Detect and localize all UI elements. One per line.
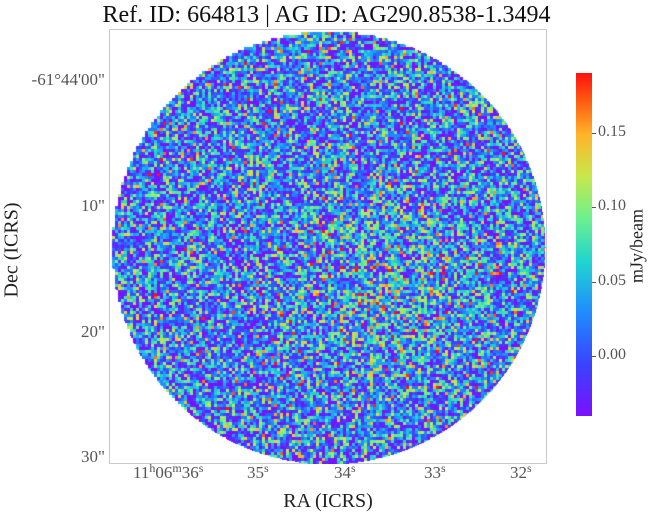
x-tick-label: 32s xyxy=(510,461,532,482)
colorbar-tick-mark xyxy=(592,281,596,283)
colorbar-tick-mark xyxy=(592,356,596,358)
intensity-map xyxy=(109,29,547,464)
colorbar-tick-label: 0.10 xyxy=(598,197,626,215)
colorbar xyxy=(576,73,592,416)
x-tick-label: 35s xyxy=(247,461,269,482)
y-tick-label: 30" xyxy=(81,447,105,466)
x-tick-label: 11h06m36s xyxy=(133,461,204,482)
colorbar-tick-mark xyxy=(592,132,596,134)
x-tick-label: 34s xyxy=(334,461,356,482)
y-tick-label: 20" xyxy=(81,322,105,341)
y-tick-label: -61°44'00" xyxy=(31,70,105,89)
colorbar-tick-mark xyxy=(592,207,596,209)
colorbar-label: mJy/beam xyxy=(626,209,647,283)
colorbar-tick-label: 0.00 xyxy=(598,346,626,364)
y-axis-label: Dec (ICRS) xyxy=(0,202,23,298)
x-tick-label: 33s xyxy=(424,461,446,482)
plot-title: Ref. ID: 664813 | AG ID: AG290.8538-1.34… xyxy=(102,2,551,28)
colorbar-tick-label: 0.05 xyxy=(598,271,626,289)
colorbar-tick-label: 0.15 xyxy=(598,122,626,140)
y-tick-label: 10" xyxy=(81,196,105,215)
x-axis-label: RA (ICRS) xyxy=(283,490,373,512)
